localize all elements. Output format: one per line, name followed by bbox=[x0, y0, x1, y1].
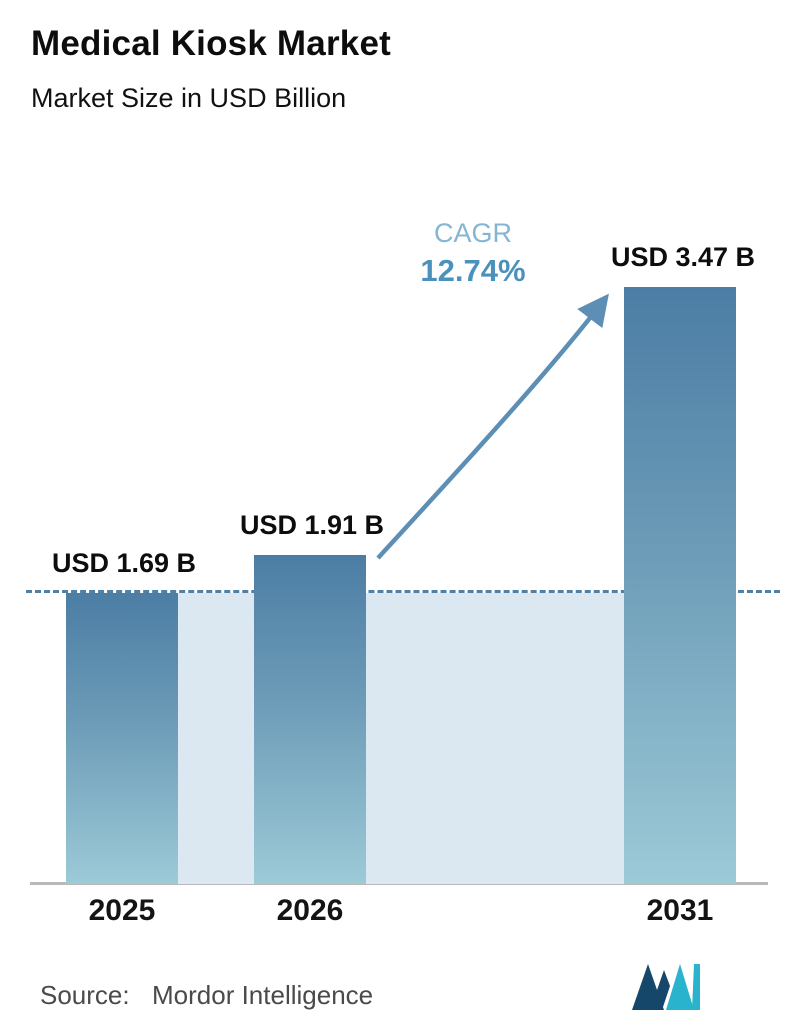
mordor-intelligence-logo-icon bbox=[632, 964, 700, 1010]
source-name: Mordor Intelligence bbox=[152, 980, 374, 1010]
dashed-reference-line bbox=[26, 590, 780, 593]
cagr-label: CAGR bbox=[433, 218, 512, 248]
bar-2025 bbox=[66, 593, 178, 884]
x-tick-2026: 2026 bbox=[276, 894, 344, 927]
x-tick-2031: 2031 bbox=[646, 894, 714, 927]
bar-2031 bbox=[624, 287, 736, 884]
cagr-value: 12.74% bbox=[420, 253, 526, 288]
x-tick-2025: 2025 bbox=[88, 894, 156, 927]
bar-value-label-2026: USD 1.91 B bbox=[240, 510, 385, 540]
bar-2026 bbox=[254, 555, 366, 884]
source-label: Source: bbox=[40, 980, 130, 1010]
cagr-annotation: CAGR 12.74% bbox=[385, 218, 561, 289]
footer: Source: Mordor Intelligence bbox=[0, 964, 796, 1032]
bar-value-label-2025: USD 1.69 B bbox=[52, 548, 197, 578]
chart-subtitle: Market Size in USD Billion bbox=[31, 83, 347, 113]
bar-value-label-2031: USD 3.47 B bbox=[611, 242, 756, 272]
chart-title: Medical Kiosk Market bbox=[31, 24, 391, 63]
